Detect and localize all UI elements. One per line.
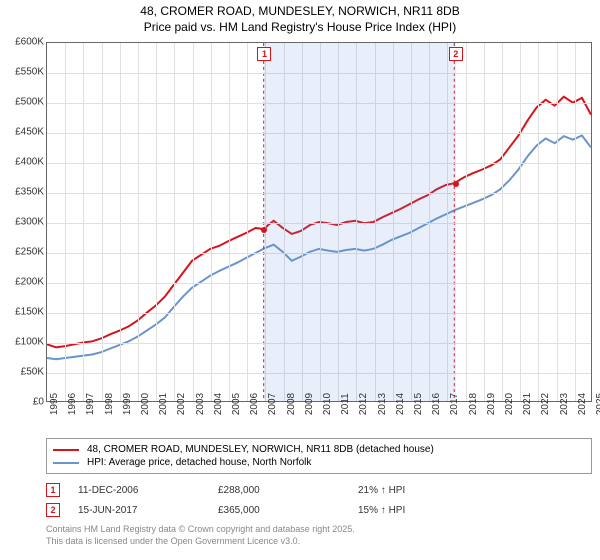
- legend-swatch-1: [53, 462, 79, 464]
- x-axis-label: 2005: [231, 393, 242, 415]
- x-axis-label: 2020: [504, 393, 515, 415]
- x-axis-label: 2014: [395, 393, 406, 415]
- transaction-date-1: 15-JUN-2017: [78, 505, 218, 516]
- footer-line-2: This data is licensed under the Open Gov…: [46, 536, 355, 548]
- legend-label-0: 48, CROMER ROAD, MUNDESLEY, NORWICH, NR1…: [87, 444, 434, 455]
- x-axis-label: 2007: [267, 393, 278, 415]
- y-axis-label: £0: [4, 397, 44, 408]
- x-axis-label: 2008: [286, 393, 297, 415]
- y-axis-label: £400K: [4, 157, 44, 168]
- transaction-marker-1: 2: [46, 503, 60, 517]
- x-axis-label: 2016: [431, 393, 442, 415]
- x-axis-label: 2018: [468, 393, 479, 415]
- y-axis-label: £50K: [4, 367, 44, 378]
- y-axis-label: £100K: [4, 337, 44, 348]
- x-axis-label: 2000: [140, 393, 151, 415]
- x-axis-label: 2013: [377, 393, 388, 415]
- title-line-1: 48, CROMER ROAD, MUNDESLEY, NORWICH, NR1…: [0, 4, 600, 20]
- y-axis-label: £250K: [4, 247, 44, 258]
- data-point-2: [453, 181, 459, 187]
- x-axis-label: 2017: [449, 393, 460, 415]
- transaction-row-0: 1 11-DEC-2006 £288,000 21% ↑ HPI: [46, 480, 592, 500]
- x-axis-label: 2009: [304, 393, 315, 415]
- transaction-delta-0: 21% ↑ HPI: [358, 485, 498, 496]
- chart-marker-2: 2: [449, 47, 463, 61]
- x-axis-label: 2022: [540, 393, 551, 415]
- x-axis-label: 2025: [595, 393, 600, 415]
- legend-row-1: HPI: Average price, detached house, Nort…: [53, 456, 585, 469]
- x-axis-label: 2015: [413, 393, 424, 415]
- y-axis-label: £200K: [4, 277, 44, 288]
- transaction-price-1: £365,000: [218, 505, 358, 516]
- x-axis-label: 2012: [358, 393, 369, 415]
- chart-plot-area: 12: [46, 42, 592, 402]
- title-line-2: Price paid vs. HM Land Registry's House …: [0, 20, 600, 36]
- transaction-date-0: 11-DEC-2006: [78, 485, 218, 496]
- x-axis-label: 2006: [249, 393, 260, 415]
- x-axis-label: 1998: [104, 393, 115, 415]
- x-axis-label: 2002: [176, 393, 187, 415]
- y-axis-label: £350K: [4, 187, 44, 198]
- transaction-row-1: 2 15-JUN-2017 £365,000 15% ↑ HPI: [46, 500, 592, 520]
- legend-swatch-0: [53, 449, 79, 451]
- y-axis-label: £150K: [4, 307, 44, 318]
- y-axis-label: £500K: [4, 97, 44, 108]
- title-block: 48, CROMER ROAD, MUNDESLEY, NORWICH, NR1…: [0, 0, 600, 37]
- x-axis-label: 2001: [158, 393, 169, 415]
- x-axis-label: 2021: [522, 393, 533, 415]
- y-axis-label: £450K: [4, 127, 44, 138]
- x-axis-label: 1996: [67, 393, 78, 415]
- y-axis-label: £600K: [4, 37, 44, 48]
- x-axis-label: 2010: [322, 393, 333, 415]
- data-point-1: [261, 227, 267, 233]
- x-axis-label: 1995: [49, 393, 60, 415]
- chart-container: 48, CROMER ROAD, MUNDESLEY, NORWICH, NR1…: [0, 0, 600, 560]
- transaction-delta-1: 15% ↑ HPI: [358, 505, 498, 516]
- x-axis-label: 2004: [213, 393, 224, 415]
- footer-text: Contains HM Land Registry data © Crown c…: [46, 524, 355, 547]
- transaction-table: 1 11-DEC-2006 £288,000 21% ↑ HPI 2 15-JU…: [46, 480, 592, 520]
- x-axis-label: 2023: [559, 393, 570, 415]
- y-axis-label: £550K: [4, 67, 44, 78]
- x-axis-label: 2019: [486, 393, 497, 415]
- x-axis-label: 2003: [195, 393, 206, 415]
- legend-label-1: HPI: Average price, detached house, Nort…: [87, 457, 311, 468]
- transaction-price-0: £288,000: [218, 485, 358, 496]
- transaction-marker-0: 1: [46, 483, 60, 497]
- chart-marker-1: 1: [257, 47, 271, 61]
- legend-box: 48, CROMER ROAD, MUNDESLEY, NORWICH, NR1…: [46, 438, 592, 474]
- legend-row-0: 48, CROMER ROAD, MUNDESLEY, NORWICH, NR1…: [53, 443, 585, 456]
- y-axis-label: £300K: [4, 217, 44, 228]
- x-axis-label: 1997: [85, 393, 96, 415]
- x-axis-label: 2024: [577, 393, 588, 415]
- footer-line-1: Contains HM Land Registry data © Crown c…: [46, 524, 355, 536]
- x-axis-label: 2011: [340, 393, 351, 415]
- x-axis-label: 1999: [122, 393, 133, 415]
